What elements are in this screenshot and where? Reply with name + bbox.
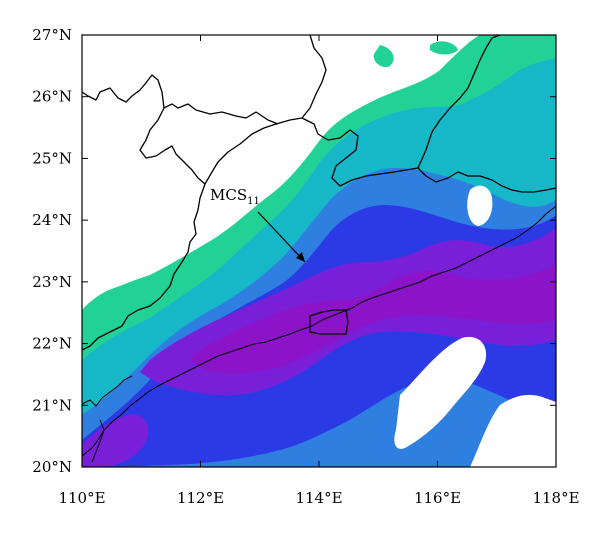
mcs-annotation: MCS11 [210,186,306,263]
rain-free-region-ne [467,185,493,226]
axis-ticks [81,34,557,468]
x-tick-label: 116°E [414,489,461,507]
mcs-label-subscript: 11 [247,196,260,207]
y-tick-label: 25°N [32,149,72,167]
rain-free-region-north [82,35,310,298]
y-tick-label: 26°N [32,88,72,106]
x-tick-label: 112°E [177,489,224,507]
mcs-label-text: MCS [210,186,247,204]
rain-contour-level6 [191,265,556,374]
mcs-label: MCS11 [210,186,260,207]
y-tick-label: 24°N [32,211,72,229]
borders-layer [81,34,557,463]
coastline [81,205,557,457]
annotation-arrowhead [296,252,305,262]
x-tick-label: 114°E [295,489,342,507]
rain-contour-level5-sw [82,414,149,467]
y-tick-label: 22°N [32,335,72,353]
y-tick-label: 21°N [32,396,72,414]
guangxi-coast [81,375,133,407]
y-tick-label: 20°N [32,458,72,476]
leizhou-coast [91,419,105,463]
rain-free-region-east [470,394,556,467]
x-tick-label: 110°E [58,489,105,507]
hong-kong-boundary [309,309,349,335]
y-tick-label: 27°N [32,26,72,44]
province-border-gd [204,117,557,193]
province-border-north [163,103,279,125]
x-tick-label: 118°E [532,489,579,507]
rain-contour-level1-blob [430,41,458,55]
province-border [81,74,206,351]
annotation-arrow-shaft [257,211,306,263]
shading-layer [82,35,556,467]
province-border-fujian [417,34,501,169]
province-border-jx [301,34,327,119]
axis-tick-labels: 110°E 112°E 114°E 116°E 118°E 27°N 26°N 25°N 24°… [32,26,579,507]
rain-free-region [394,336,487,449]
y-tick-label: 23°N [32,273,72,291]
rain-contour-level1-ne [373,45,394,68]
